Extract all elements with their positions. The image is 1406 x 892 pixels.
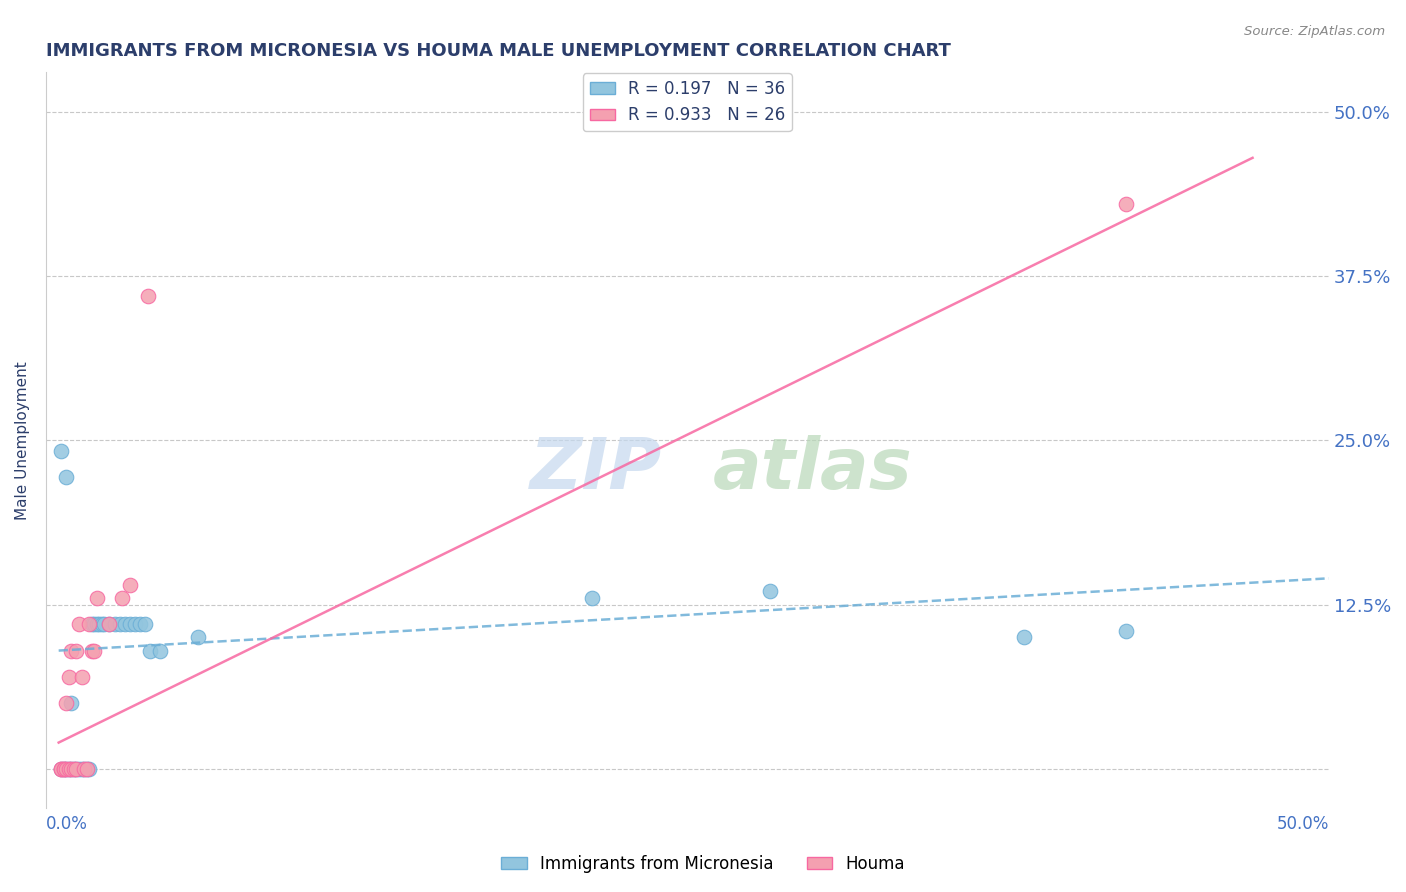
Point: [55, 762, 77, 776]
Point: [77, 617, 100, 632]
Text: ZIP: ZIP: [530, 435, 662, 504]
Point: [77, 762, 100, 776]
Point: [55, 762, 77, 776]
Point: [129, 617, 152, 632]
Text: atlas: atlas: [713, 435, 912, 504]
Legend: R = 0.197   N = 36, R = 0.933   N = 26: R = 0.197 N = 36, R = 0.933 N = 26: [583, 73, 792, 131]
Point: [93, 617, 115, 632]
Point: [124, 617, 146, 632]
Point: [60, 696, 83, 710]
Point: [80, 617, 103, 632]
Point: [90, 617, 112, 632]
Point: [65, 762, 87, 776]
Point: [98, 617, 121, 632]
Point: [136, 289, 159, 303]
Point: [1115, 197, 1137, 211]
Point: [759, 584, 782, 599]
Point: [58, 762, 80, 776]
Point: [80, 643, 103, 657]
Point: [114, 617, 136, 632]
Point: [52, 762, 75, 776]
Point: [83, 617, 105, 632]
Point: [58, 762, 80, 776]
Legend: Immigrants from Micronesia, Houma: Immigrants from Micronesia, Houma: [495, 848, 911, 880]
Point: [149, 643, 172, 657]
Point: [58, 670, 80, 684]
Point: [111, 591, 134, 605]
Point: [51, 762, 73, 776]
Point: [1115, 624, 1137, 638]
Point: [76, 762, 98, 776]
Point: [108, 617, 131, 632]
Point: [73, 762, 96, 776]
Point: [65, 643, 87, 657]
Y-axis label: Male Unemployment: Male Unemployment: [15, 361, 30, 520]
Point: [60, 762, 83, 776]
Text: 0.0%: 0.0%: [46, 814, 87, 833]
Point: [65, 762, 87, 776]
Text: Source: ZipAtlas.com: Source: ZipAtlas.com: [1244, 25, 1385, 38]
Point: [67, 617, 90, 632]
Point: [67, 762, 90, 776]
Point: [581, 591, 603, 605]
Text: 50.0%: 50.0%: [1277, 814, 1329, 833]
Point: [70, 670, 93, 684]
Point: [55, 696, 77, 710]
Point: [55, 470, 77, 484]
Point: [60, 762, 83, 776]
Point: [118, 578, 141, 592]
Point: [63, 762, 86, 776]
Point: [1012, 631, 1035, 645]
Point: [98, 617, 121, 632]
Point: [139, 643, 162, 657]
Point: [52, 762, 75, 776]
Point: [60, 643, 83, 657]
Point: [52, 762, 75, 776]
Point: [76, 762, 98, 776]
Point: [70, 762, 93, 776]
Point: [187, 631, 209, 645]
Text: IMMIGRANTS FROM MICRONESIA VS HOUMA MALE UNEMPLOYMENT CORRELATION CHART: IMMIGRANTS FROM MICRONESIA VS HOUMA MALE…: [46, 42, 950, 60]
Point: [51, 762, 73, 776]
Point: [83, 643, 105, 657]
Point: [73, 762, 96, 776]
Point: [118, 617, 141, 632]
Point: [63, 762, 86, 776]
Point: [86, 617, 108, 632]
Point: [89, 617, 111, 632]
Point: [103, 617, 125, 632]
Point: [134, 617, 156, 632]
Point: [51, 443, 73, 458]
Point: [86, 591, 108, 605]
Point: [51, 762, 73, 776]
